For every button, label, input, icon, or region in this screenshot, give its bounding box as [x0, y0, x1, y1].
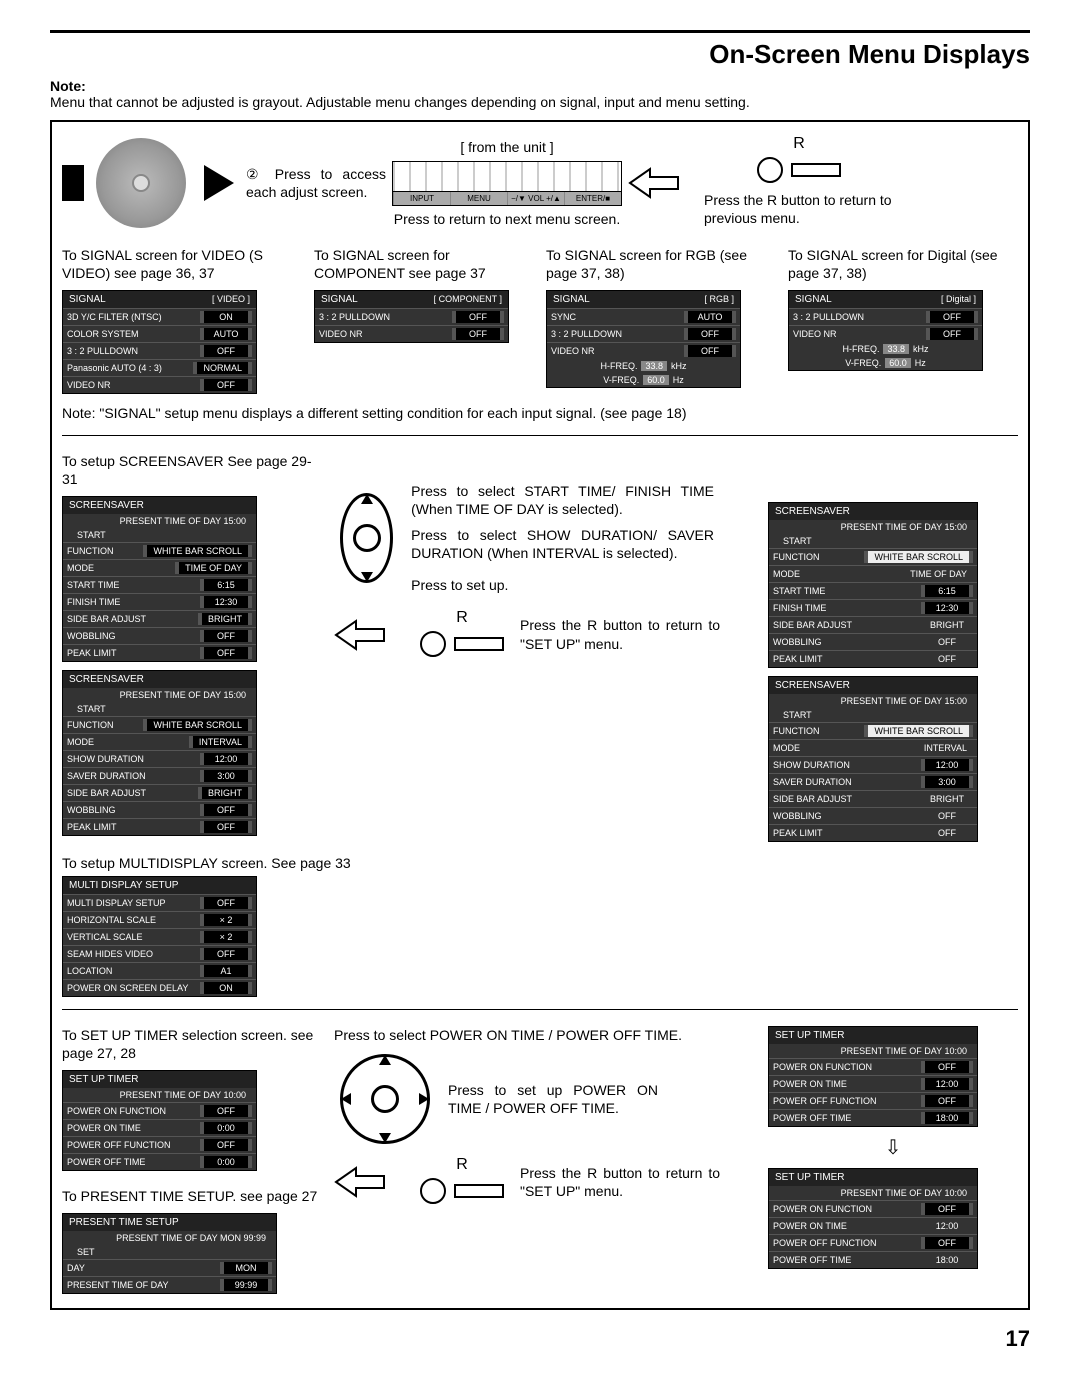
step2-text: ② Press to access each adjust screen. [246, 165, 386, 201]
arrow-left-icon [334, 615, 404, 655]
menu-multi: MULTI DISPLAY SETUPMULTI DISPLAY SETUPOF… [62, 876, 257, 997]
r-button-icon [757, 157, 841, 183]
note-text: Menu that cannot be adjusted is grayout.… [50, 94, 1030, 110]
main-box: ② Press to access each adjust screen. [ … [50, 120, 1030, 1310]
menu-ss-4: SCREENSAVERPRESENT TIME OF DAY 15:00STAR… [768, 676, 978, 842]
ring-all-icon [340, 1054, 430, 1144]
timer-cap: To SET UP TIMER selection screen. see pa… [62, 1026, 322, 1062]
signal-note-text: Note: "SIGNAL" setup menu displays a dif… [62, 405, 687, 421]
timer-r-label: R [456, 1156, 468, 1174]
unit-panel: INPUTMENU−/▼ VOL +/▲ENTER/■ [392, 161, 622, 206]
timer-instr2: Press to set up POWER ON TIME / POWER OF… [448, 1081, 658, 1117]
menu-timer-3: SET UP TIMERPRESENT TIME OF DAY 10:00POW… [768, 1168, 978, 1269]
page-title: On-Screen Menu Displays [50, 39, 1030, 70]
menu-ss-1: SCREENSAVERPRESENT TIME OF DAY 15:00STAR… [62, 496, 257, 662]
menu-timer-2: SET UP TIMERPRESENT TIME OF DAY 10:00POW… [768, 1026, 978, 1127]
menu-signal-comp: SIGNAL[ COMPONENT ]3 : 2 PULLDOWNOFFVIDE… [314, 290, 509, 343]
menu-ss-2: SCREENSAVERPRESENT TIME OF DAY 15:00STAR… [62, 670, 257, 836]
arrow-right-icon [204, 165, 234, 201]
timer-instr1: Press to select POWER ON TIME / POWER OF… [334, 1026, 682, 1044]
cap-rgb: To SIGNAL screen for RGB (see page 37, 3… [546, 246, 776, 282]
menu-signal-video: SIGNAL[ VIDEO ]3D Y/C FILTER (NTSC)ONCOL… [62, 290, 257, 394]
r-button-icon [420, 1178, 504, 1204]
multi-cap: To setup MULTIDISPLAY screen. See page 3… [62, 854, 1018, 872]
cap-comp: To SIGNAL screen for COMPONENT see page … [314, 246, 534, 282]
return-next: Press to return to next menu screen. [394, 210, 620, 228]
ss-r-text: Press the R button to return to "SET UP"… [520, 616, 720, 652]
note-label: Note: [50, 78, 1030, 94]
top-rule [50, 30, 1030, 33]
menu-signal-digital: SIGNAL[ Digital ]3 : 2 PULLDOWNOFFVIDEO … [788, 290, 983, 371]
ss-cap: To setup SCREENSAVER See page 29-31 [62, 452, 322, 488]
black-square [62, 165, 84, 201]
arrow-left-icon [628, 163, 698, 203]
arrow-left-icon [334, 1162, 404, 1202]
present-cap: To PRESENT TIME SETUP. see page 27 [62, 1187, 322, 1205]
remote-pad-icon [96, 138, 186, 228]
ss-instr3: Press to set up. [411, 576, 714, 594]
r-text: Press the R button to return to previous… [704, 191, 894, 227]
menu-signal-rgb: SIGNAL[ RGB ]SYNCAUTO3 : 2 PULLDOWNOFFVI… [546, 290, 741, 388]
ring-updown-icon [340, 493, 393, 583]
page-number: 17 [50, 1326, 1030, 1352]
cap-digital: To SIGNAL screen for Digital (see page 3… [788, 246, 1018, 282]
from-unit-label: [ from the unit ] [460, 138, 553, 156]
r-button-icon [420, 631, 504, 657]
down-arrow-icon: ⇩ [772, 1135, 1014, 1160]
cap-video: To SIGNAL screen for VIDEO (S VIDEO) see… [62, 246, 302, 282]
menu-ss-3: SCREENSAVERPRESENT TIME OF DAY 15:00STAR… [768, 502, 978, 668]
ss-instr1: Press to select START TIME/ FINISH TIME … [411, 482, 714, 518]
menu-timer-1: SET UP TIMERPRESENT TIME OF DAY 10:00POW… [62, 1070, 257, 1171]
r-label: R [793, 135, 805, 153]
ss-r-label: R [456, 609, 468, 627]
timer-r-text: Press the R button to return to "SET UP"… [520, 1164, 720, 1200]
menu-present: PRESENT TIME SETUPPRESENT TIME OF DAY MO… [62, 1213, 277, 1294]
ss-instr2: Press to select SHOW DURATION/ SAVER DUR… [411, 526, 714, 562]
